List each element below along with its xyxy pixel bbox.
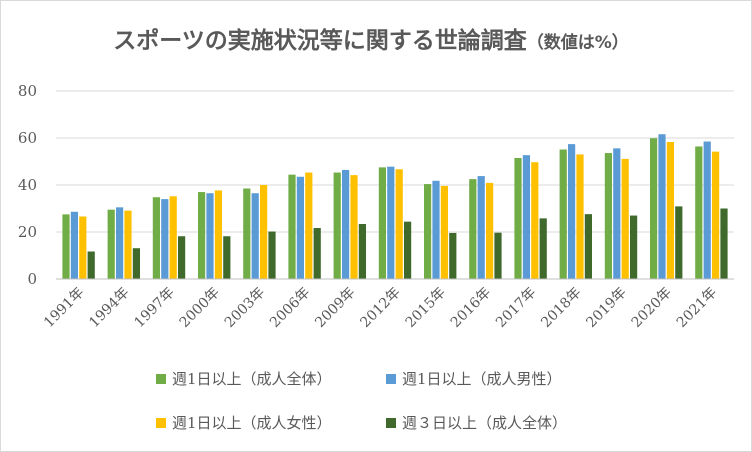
bar-4-2019年 bbox=[630, 215, 638, 279]
legend-item: 週1日以上（成人女性） bbox=[156, 412, 332, 433]
x-tick-label: 2017年 bbox=[493, 285, 539, 331]
bar-4-2015年 bbox=[449, 232, 457, 279]
bar-3-1997年 bbox=[169, 196, 177, 279]
y-tick-label: 20 bbox=[18, 223, 37, 241]
legend-swatch bbox=[156, 373, 166, 384]
legend-swatch bbox=[386, 417, 396, 428]
bar-3-2019年 bbox=[621, 158, 629, 279]
x-tick-label: 1997年 bbox=[131, 285, 177, 331]
x-tick-label: 2015年 bbox=[403, 285, 449, 331]
bar-4-2016年 bbox=[494, 232, 502, 279]
bar-3-2003年 bbox=[260, 185, 268, 279]
bar-1-2021年 bbox=[695, 146, 703, 279]
x-tick-label: 2019年 bbox=[583, 285, 629, 331]
bar-4-2009年 bbox=[358, 224, 366, 279]
legend-item: 週1日以上（成人男性） bbox=[386, 368, 562, 389]
legend-item: 週３日以上（成人全体） bbox=[386, 412, 567, 433]
x-tick-label: 2003年 bbox=[222, 285, 268, 331]
bar-4-2020年 bbox=[675, 206, 683, 279]
y-tick-label: 60 bbox=[18, 129, 37, 147]
legend-label: 週３日以上（成人全体） bbox=[402, 414, 568, 432]
bar-1-2016年 bbox=[469, 179, 477, 279]
bar-3-2015年 bbox=[440, 185, 448, 279]
bar-4-2012年 bbox=[404, 221, 412, 279]
bar-4-2021年 bbox=[720, 208, 728, 279]
bar-1-2017年 bbox=[514, 157, 522, 279]
y-tick-label: 40 bbox=[18, 176, 37, 194]
x-tick-label: 2000年 bbox=[177, 285, 223, 331]
bar-3-2012年 bbox=[395, 169, 403, 279]
bar-4-1991年 bbox=[87, 251, 95, 279]
bar-1-1991年 bbox=[62, 214, 70, 279]
bar-3-2021年 bbox=[712, 151, 720, 279]
x-tick-label: 2020年 bbox=[629, 285, 675, 331]
x-tick-label: 2021年 bbox=[674, 285, 720, 331]
bar-2-2006年 bbox=[296, 176, 304, 279]
y-tick-label: 0 bbox=[27, 270, 37, 288]
bar-3-2009年 bbox=[350, 175, 358, 279]
x-tick-label: 1991年 bbox=[41, 285, 87, 331]
legend-item: 週1日以上（成人全体） bbox=[156, 368, 332, 389]
bar-3-2006年 bbox=[305, 172, 313, 279]
legend-swatch bbox=[386, 373, 396, 384]
bar-1-2020年 bbox=[650, 138, 658, 279]
bar-3-2016年 bbox=[486, 182, 494, 279]
bar-1-2009年 bbox=[333, 172, 341, 279]
chart-title-sub: （数値は%） bbox=[526, 33, 629, 53]
bar-3-2017年 bbox=[531, 162, 539, 279]
bar-2-1994年 bbox=[116, 207, 124, 279]
bar-4-2018年 bbox=[584, 214, 592, 279]
bar-3-2020年 bbox=[666, 141, 674, 279]
bar-3-2000年 bbox=[214, 190, 222, 279]
x-tick-label: 2009年 bbox=[312, 285, 358, 331]
x-tick-label: 1994年 bbox=[86, 285, 132, 331]
bar-2-2020年 bbox=[658, 134, 666, 279]
bar-2-1997年 bbox=[161, 199, 169, 279]
bar-3-1991年 bbox=[79, 216, 87, 279]
bar-4-1997年 bbox=[178, 236, 186, 279]
bar-2-2015年 bbox=[432, 180, 440, 279]
bar-1-2000年 bbox=[198, 192, 206, 279]
bar-3-1994年 bbox=[124, 210, 132, 279]
legend-label: 週1日以上（成人女性） bbox=[172, 414, 332, 432]
bar-2-2009年 bbox=[342, 169, 350, 279]
bar-4-2000年 bbox=[223, 236, 231, 279]
bar-2-2017年 bbox=[522, 155, 530, 279]
bar-4-1994年 bbox=[132, 248, 140, 279]
bar-2-2016年 bbox=[477, 176, 485, 279]
bar-4-2006年 bbox=[313, 228, 321, 279]
bar-1-2018年 bbox=[559, 149, 567, 279]
legend-swatch bbox=[156, 417, 166, 428]
bar-2-2012年 bbox=[387, 166, 395, 279]
bar-4-2003年 bbox=[268, 231, 276, 279]
bar-2-2000年 bbox=[206, 193, 214, 279]
bar-2-2019年 bbox=[613, 148, 621, 279]
bar-1-2006年 bbox=[288, 174, 296, 279]
bar-1-2003年 bbox=[243, 188, 251, 279]
bar-1-2015年 bbox=[424, 184, 432, 279]
bar-2-2021年 bbox=[703, 141, 711, 279]
x-tick-label: 2018年 bbox=[538, 285, 584, 331]
bar-1-1997年 bbox=[152, 197, 160, 279]
bar-4-2017年 bbox=[539, 218, 547, 279]
y-tick-label: 80 bbox=[18, 82, 37, 100]
bar-1-2012年 bbox=[378, 167, 386, 279]
legend-label: 週1日以上（成人男性） bbox=[402, 370, 562, 388]
x-tick-label: 2006年 bbox=[267, 285, 313, 331]
bar-3-2018年 bbox=[576, 154, 584, 279]
chart-title: スポーツの実施状況等に関する世論調査（数値は%） bbox=[1, 21, 741, 55]
chart-title-main: スポーツの実施状況等に関する世論調査 bbox=[113, 28, 527, 54]
x-tick-label: 2012年 bbox=[357, 285, 403, 331]
x-tick-label: 2016年 bbox=[448, 285, 494, 331]
bar-1-2019年 bbox=[604, 153, 612, 279]
bar-2-1991年 bbox=[70, 211, 78, 279]
legend-label: 週1日以上（成人全体） bbox=[172, 370, 332, 388]
bar-2-2018年 bbox=[568, 144, 576, 279]
bar-2-2003年 bbox=[251, 193, 259, 279]
bar-1-1994年 bbox=[107, 209, 115, 279]
